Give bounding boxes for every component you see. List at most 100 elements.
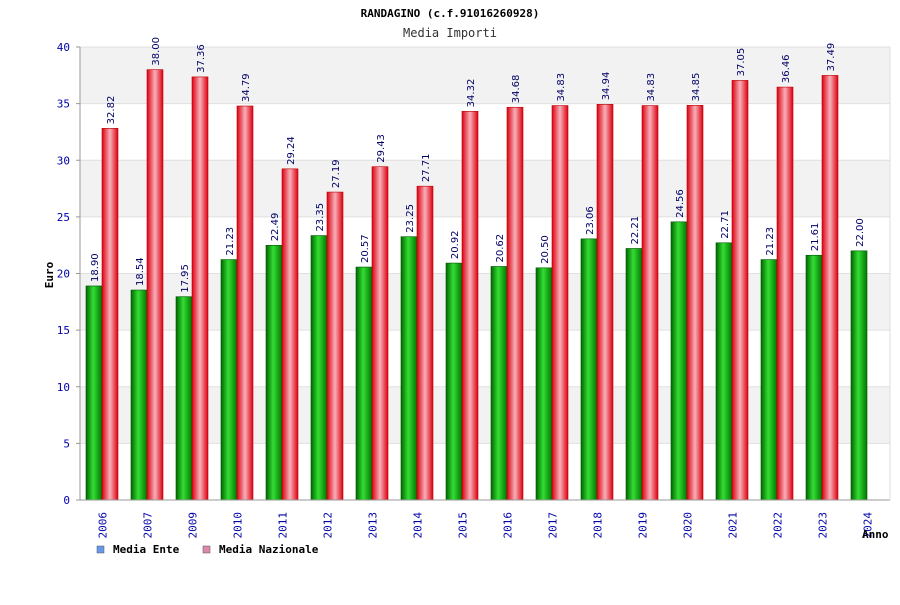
data-label-media-nazionale-2011: 29.24	[286, 136, 297, 165]
y-tick-label: 30	[57, 154, 70, 167]
data-label-media-nazionale-2018: 34.94	[601, 72, 612, 101]
data-label-media-nazionale-2006: 32.82	[106, 96, 117, 125]
data-label-media-nazionale-2013: 29.43	[376, 134, 387, 163]
x-tick-label-2006: 2006	[97, 512, 110, 539]
data-label-media-ente-2024: 22.00	[855, 218, 866, 247]
bar-media-ente-2023	[805, 254, 823, 501]
data-label-media-ente-2020: 24.56	[675, 189, 686, 218]
data-label-media-ente-2015: 20.92	[450, 230, 461, 259]
data-label-media-ente-2007: 18.54	[135, 257, 146, 286]
bar-media-nazionale-2019	[641, 105, 659, 501]
data-label-media-ente-2016: 20.62	[495, 234, 506, 263]
legend: Media Ente Media Nazionale	[96, 543, 319, 556]
data-label-media-nazionale-2020: 34.85	[691, 73, 702, 102]
x-axis-label: Anno	[862, 528, 889, 541]
plot-band	[80, 216, 890, 274]
bar-media-ente-2016	[490, 266, 508, 501]
data-label-media-nazionale-2022: 36.46	[781, 54, 792, 83]
data-label-media-nazionale-2021: 37.05	[736, 48, 747, 77]
x-tick-label-2014: 2014	[412, 512, 425, 539]
x-tick-label-2021: 2021	[727, 512, 740, 539]
y-tick-label: 35	[57, 98, 70, 111]
bar-media-nazionale-2010	[236, 105, 254, 501]
bar-media-nazionale-2021	[731, 80, 749, 501]
bar-media-ente-2024	[850, 250, 868, 501]
bar-media-nazionale-2018	[596, 104, 614, 501]
data-label-media-nazionale-2012: 27.19	[331, 159, 342, 188]
x-tick-label-2009: 2009	[187, 512, 200, 539]
data-label-media-nazionale-2015: 34.32	[466, 79, 477, 108]
bar-media-nazionale-2006	[101, 128, 119, 501]
data-label-media-nazionale-2009: 37.36	[196, 44, 207, 73]
y-tick-label: 40	[57, 41, 70, 54]
bar-media-nazionale-2012	[326, 191, 344, 501]
x-tick-label-2012: 2012	[322, 512, 335, 539]
x-tick-label-2015: 2015	[457, 512, 470, 539]
y-tick-label: 0	[63, 494, 70, 507]
x-tick-label-2019: 2019	[637, 512, 650, 539]
data-label-media-ente-2011: 22.49	[270, 213, 281, 242]
plot-band	[80, 160, 890, 217]
bar-media-nazionale-2007	[146, 69, 164, 501]
x-tick-label-2011: 2011	[277, 512, 290, 539]
data-label-media-nazionale-2016: 34.68	[511, 75, 522, 104]
x-tick-label-2016: 2016	[502, 512, 515, 539]
y-tick-label: 20	[57, 268, 70, 281]
bar-media-ente-2006	[85, 285, 103, 501]
legend-label-media-nazionale: Media Nazionale	[219, 543, 319, 556]
axes	[76, 46, 891, 501]
x-tick-label-2013: 2013	[367, 512, 380, 539]
bar-media-ente-2021	[715, 242, 733, 501]
y-tick-label: 15	[57, 324, 70, 337]
bar-media-ente-2010	[220, 259, 238, 501]
data-labels: 18.90 32.82 18.54 38.00 17.95 37.36 21.23 34.79…	[90, 37, 866, 293]
bar-media-nazionale-2014	[416, 185, 434, 501]
plot-background	[80, 47, 890, 500]
bar-media-ente-2019	[625, 248, 643, 501]
bar-media-ente-2018	[580, 238, 598, 501]
chart-subtitle: Media Importi	[403, 26, 497, 40]
plot-band	[80, 47, 890, 104]
x-tick-label-2017: 2017	[547, 512, 560, 539]
data-label-media-nazionale-2017: 34.83	[556, 73, 567, 102]
data-label-media-ente-2021: 22.71	[720, 210, 731, 239]
y-tick-label: 10	[57, 381, 70, 394]
data-label-media-ente-2019: 22.21	[630, 216, 641, 245]
bar-media-nazionale-2015	[461, 111, 479, 501]
data-label-media-ente-2018: 23.06	[585, 206, 596, 235]
bar-media-ente-2013	[355, 266, 373, 501]
plot-band	[80, 103, 890, 161]
bar-media-nazionale-2016	[506, 106, 524, 501]
bar-media-ente-2015	[445, 262, 463, 501]
legend-label-media-ente: Media Ente	[113, 543, 180, 556]
data-label-media-ente-2013: 20.57	[360, 234, 371, 263]
x-tick-label-2010: 2010	[232, 512, 245, 539]
bar-media-nazionale-2011	[281, 168, 299, 501]
y-tick-label: 25	[57, 211, 70, 224]
data-label-media-nazionale-2007: 38.00	[151, 37, 162, 66]
data-label-media-ente-2006: 18.90	[90, 253, 101, 282]
bar-media-nazionale-2017	[551, 105, 569, 501]
bar-media-ente-2022	[760, 259, 778, 501]
plot-band	[80, 443, 890, 500]
bar-media-nazionale-2013	[371, 166, 389, 501]
x-tick-label-2022: 2022	[772, 512, 785, 539]
plot-band	[80, 386, 890, 444]
x-tick-label-2023: 2023	[817, 512, 830, 539]
data-label-media-nazionale-2014: 27.71	[421, 154, 432, 183]
data-label-media-ente-2023: 21.61	[810, 223, 821, 252]
bar-media-nazionale-2020	[686, 105, 704, 501]
bar-media-ente-2011	[265, 245, 283, 501]
data-label-media-ente-2017: 20.50	[540, 235, 551, 264]
bar-media-nazionale-2022	[776, 86, 794, 501]
x-tick-label-2018: 2018	[592, 512, 605, 539]
data-label-media-ente-2010: 21.23	[225, 227, 236, 256]
data-label-media-nazionale-2023: 37.49	[826, 43, 837, 72]
bar-media-ente-2009	[175, 296, 193, 501]
y-tick-label: 5	[63, 437, 70, 450]
plot-band	[80, 330, 890, 387]
plot-band	[80, 273, 890, 331]
x-tick-label-2024: 2024	[862, 512, 875, 539]
